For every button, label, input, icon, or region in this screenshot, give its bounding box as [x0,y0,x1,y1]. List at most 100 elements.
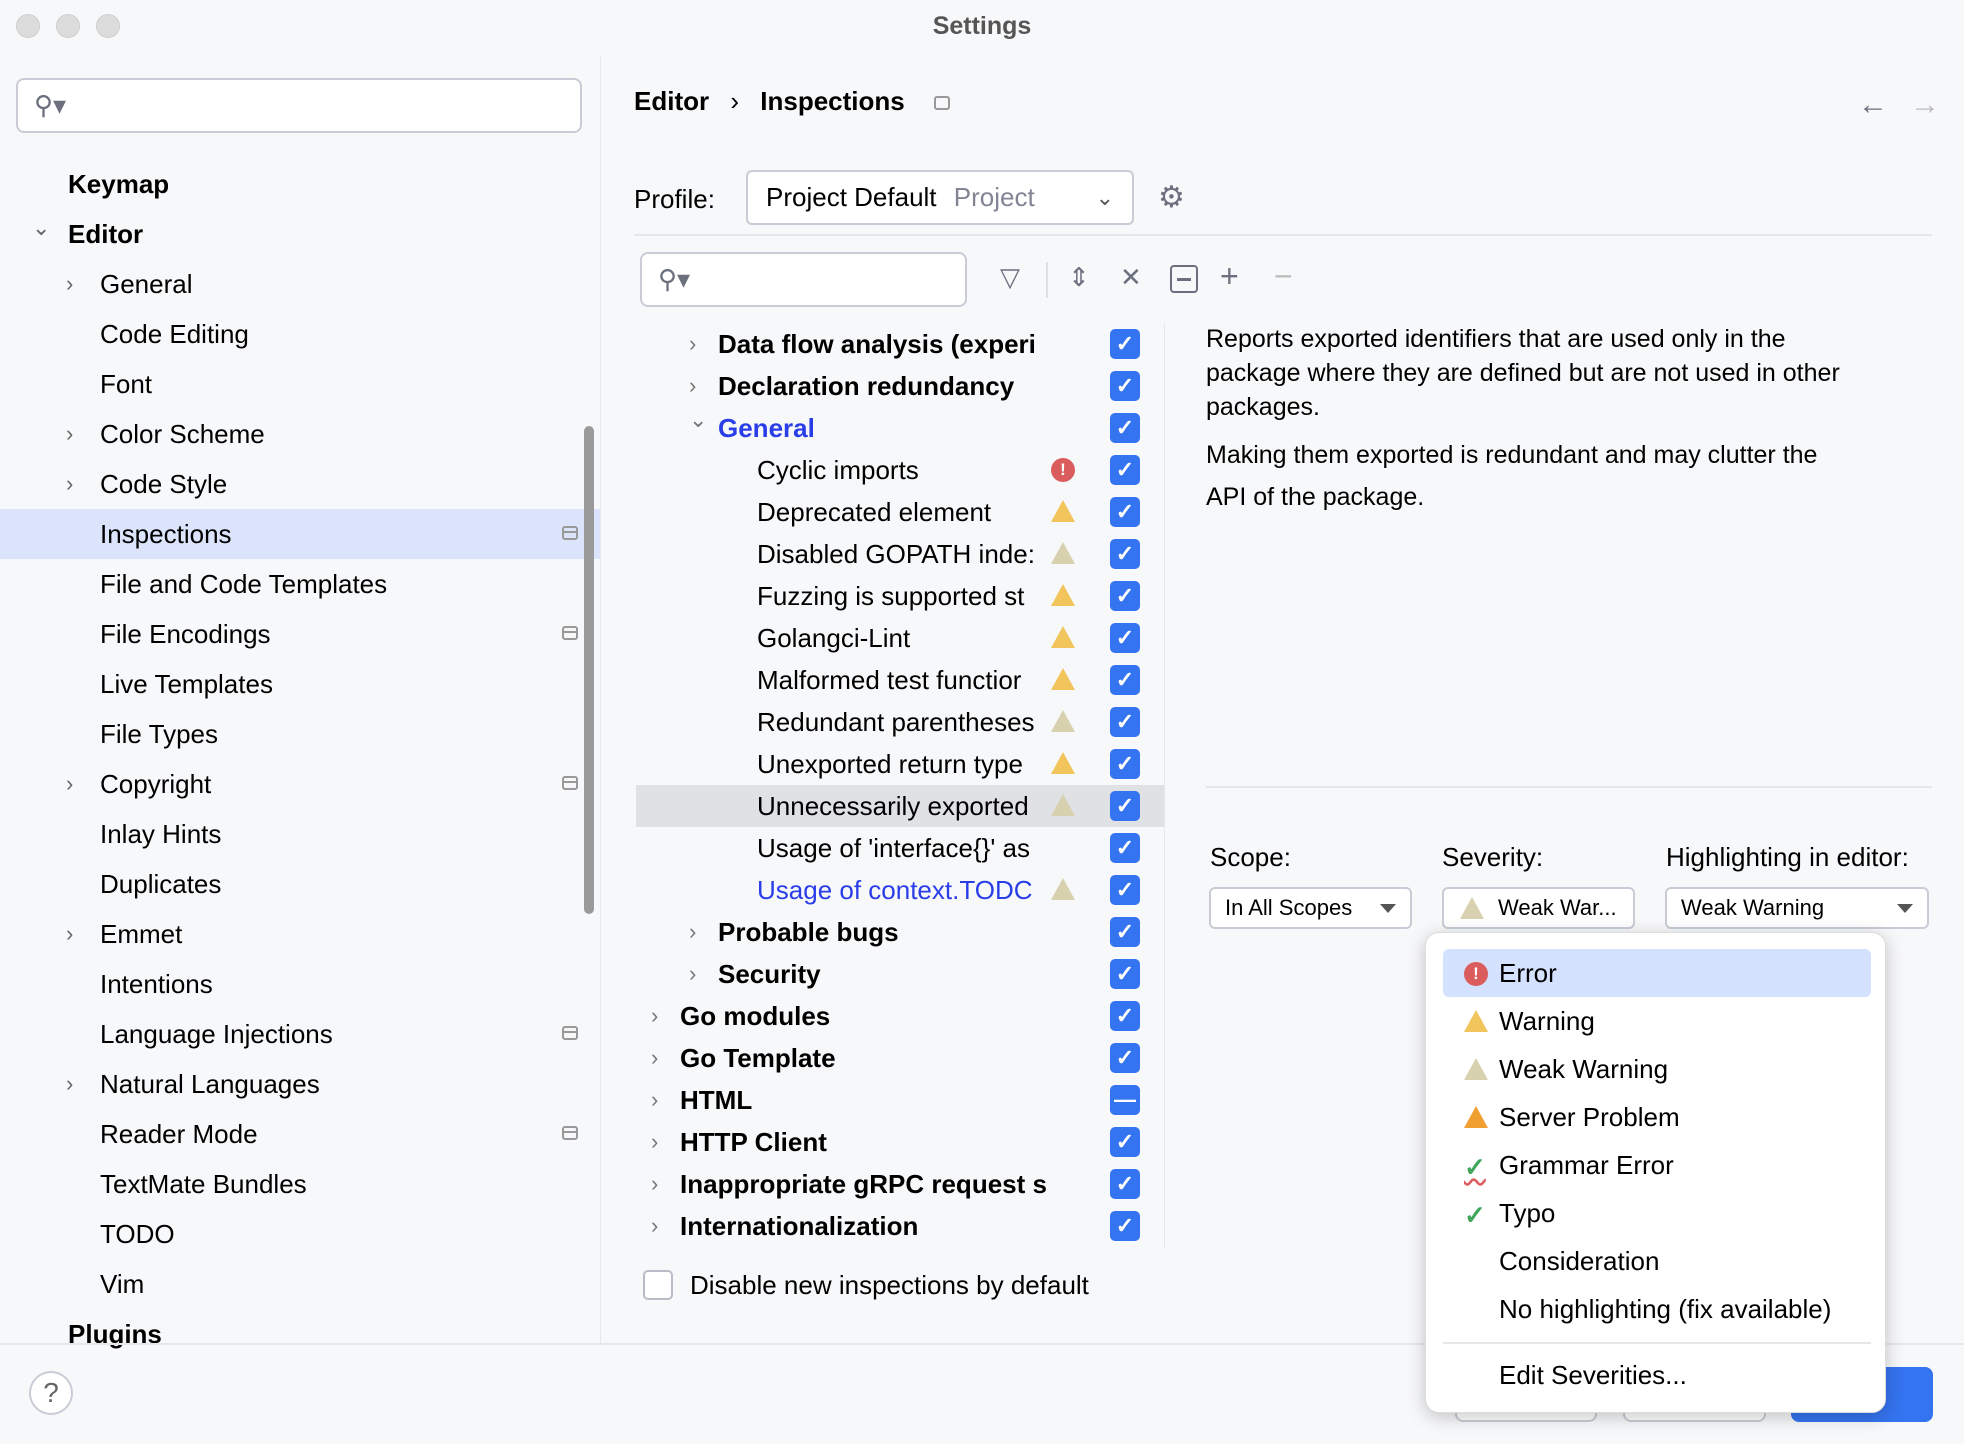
checked-checkbox[interactable]: ✓ [1110,581,1140,611]
severity-dropdown[interactable]: Weak War... [1442,887,1635,929]
minimize-window-button[interactable] [56,14,80,38]
severity-option-weak-warning[interactable]: Weak Warning [1426,1045,1887,1093]
tree-row-inappropriate-grpc-request-s[interactable]: › Inappropriate gRPC request s [636,1163,1164,1205]
checked-checkbox[interactable]: ✓ [1110,497,1140,527]
tree-row-probable-bugs[interactable]: › Probable bugs [636,911,1164,953]
tree-row-unnecessarily-exported[interactable]: Unnecessarily exported [636,785,1164,827]
checked-checkbox[interactable]: ✓ [1110,455,1140,485]
checked-checkbox[interactable]: ✓ [1110,875,1140,905]
checked-checkbox[interactable]: ✓ [1110,791,1140,821]
chevron-down-icon[interactable]: ⌄ [32,215,51,240]
sidebar-item-vim[interactable]: Vim [0,1259,600,1309]
tree-row-cyclic-imports[interactable]: Cyclic imports! [636,449,1164,491]
chevron-down-icon[interactable]: ⌄ [689,407,708,432]
edit-severities-item[interactable]: Edit Severities... [1499,1360,1687,1390]
checked-checkbox[interactable]: ✓ [1110,623,1140,653]
highlighting-dropdown[interactable]: Weak Warning [1665,887,1929,929]
tree-row-fuzzing-is-supported-st[interactable]: Fuzzing is supported st [636,575,1164,617]
severity-option-typo[interactable]: ✓ Typo [1426,1189,1887,1237]
sidebar-item-duplicates[interactable]: Duplicates [0,859,600,909]
chevron-right-icon[interactable]: › [66,271,74,296]
chevron-right-icon[interactable]: › [651,1045,659,1070]
severity-option-grammar-error[interactable]: ✓ Grammar Error [1426,1141,1887,1189]
sidebar-item-file-types[interactable]: File Types [0,709,600,759]
zoom-window-button[interactable] [96,14,120,38]
sidebar-item-live-templates[interactable]: Live Templates [0,659,600,709]
back-arrow-icon[interactable]: ← [1858,88,1888,121]
tree-row-unexported-return-type[interactable]: Unexported return type [636,743,1164,785]
checked-checkbox[interactable]: ✓ [1110,1211,1140,1241]
checked-checkbox[interactable]: ✓ [1110,917,1140,947]
tree-row-declaration-redundancy[interactable]: › Declaration redundancy [636,365,1164,407]
breadcrumb-editor[interactable]: Editor [634,86,710,116]
checked-checkbox[interactable]: ✓ [1110,665,1140,695]
severity-option-error[interactable]: ! Error [1443,949,1871,997]
checked-checkbox[interactable]: ✓ [1110,329,1140,359]
reset-icon[interactable] [1170,265,1198,293]
close-window-button[interactable] [16,14,40,38]
checked-checkbox[interactable]: ✓ [1110,413,1140,443]
sidebar-item-font[interactable]: Font [0,359,600,409]
sidebar-item-color-scheme[interactable]: › Color Scheme [0,409,600,459]
chevron-right-icon[interactable]: › [66,421,74,446]
sidebar-item-file-and-code-templates[interactable]: File and Code Templates [0,559,600,609]
tree-row-html[interactable]: › HTML [636,1079,1164,1121]
sidebar-item-editor[interactable]: ⌄ Editor [0,209,600,259]
chevron-right-icon[interactable]: › [66,1071,74,1096]
tree-row-usage-of-context-todc[interactable]: Usage of context.TODC [636,869,1164,911]
add-icon[interactable]: + [1220,258,1239,294]
tree-row-http-client[interactable]: › HTTP Client [636,1121,1164,1163]
partial-checkbox[interactable]: — [1110,1085,1140,1115]
checked-checkbox[interactable]: ✓ [1110,749,1140,779]
sidebar-item-copyright[interactable]: › Copyright [0,759,600,809]
chevron-right-icon[interactable]: › [651,1129,659,1154]
tree-row-usage-of-interface-as[interactable]: Usage of 'interface{}' as [636,827,1164,869]
filter-icon[interactable]: ▽ [1000,262,1020,292]
chevron-right-icon[interactable]: › [66,921,74,946]
sidebar-item-inspections[interactable]: Inspections [0,509,600,559]
checked-checkbox[interactable]: ✓ [1110,707,1140,737]
checked-checkbox[interactable]: ✓ [1110,833,1140,863]
tree-row-general[interactable]: ⌄ General [636,407,1164,449]
checked-checkbox[interactable]: ✓ [1110,539,1140,569]
sidebar-item-emmet[interactable]: › Emmet [0,909,600,959]
sidebar-item-textmate-bundles[interactable]: TextMate Bundles [0,1159,600,1209]
tree-row-golangci-lint[interactable]: Golangci-Lint [636,617,1164,659]
severity-option-no-highlighting-fix-available[interactable]: No highlighting (fix available) [1426,1285,1887,1333]
tree-row-go-modules[interactable]: › Go modules [636,995,1164,1037]
chevron-right-icon[interactable]: › [689,919,697,944]
sidebar-item-file-encodings[interactable]: File Encodings [0,609,600,659]
severity-option-server-problem[interactable]: Server Problem [1426,1093,1887,1141]
sidebar-item-language-injections[interactable]: Language Injections [0,1009,600,1059]
sidebar-item-code-editing[interactable]: Code Editing [0,309,600,359]
sidebar-scrollbar[interactable] [584,426,594,914]
checked-checkbox[interactable]: ✓ [1110,371,1140,401]
sidebar-item-inlay-hints[interactable]: Inlay Hints [0,809,600,859]
severity-option-warning[interactable]: Warning [1426,997,1887,1045]
sidebar-search-input[interactable]: ⚲▾ [16,78,582,133]
scope-dropdown[interactable]: In All Scopes [1209,887,1412,929]
tree-row-go-template[interactable]: › Go Template [636,1037,1164,1079]
severity-option-consideration[interactable]: Consideration [1426,1237,1887,1285]
tree-row-data-flow-analysis-experi[interactable]: › Data flow analysis (experi [636,323,1164,365]
chevron-right-icon[interactable]: › [66,471,74,496]
chevron-right-icon[interactable]: › [66,771,74,796]
tree-row-malformed-test-functior[interactable]: Malformed test functior [636,659,1164,701]
expand-all-icon[interactable]: ⇕ [1068,262,1090,292]
collapse-all-icon[interactable]: ✕ [1120,262,1142,292]
sidebar-item-code-style[interactable]: › Code Style [0,459,600,509]
chevron-right-icon[interactable]: › [689,961,697,986]
sidebar-item-todo[interactable]: TODO [0,1209,600,1259]
chevron-right-icon[interactable]: › [689,373,697,398]
checked-checkbox[interactable]: ✓ [1110,959,1140,989]
chevron-right-icon[interactable]: › [689,331,697,356]
checked-checkbox[interactable]: ✓ [1110,1169,1140,1199]
tree-row-disabled-gopath-inde[interactable]: Disabled GOPATH inde: [636,533,1164,575]
inspection-search-input[interactable]: ⚲▾ [640,252,967,307]
remove-icon[interactable]: − [1274,258,1293,294]
chevron-right-icon[interactable]: › [651,1003,659,1028]
sidebar-item-natural-languages[interactable]: › Natural Languages [0,1059,600,1109]
tree-row-security[interactable]: › Security [636,953,1164,995]
checked-checkbox[interactable]: ✓ [1110,1043,1140,1073]
sidebar-item-intentions[interactable]: Intentions [0,959,600,1009]
